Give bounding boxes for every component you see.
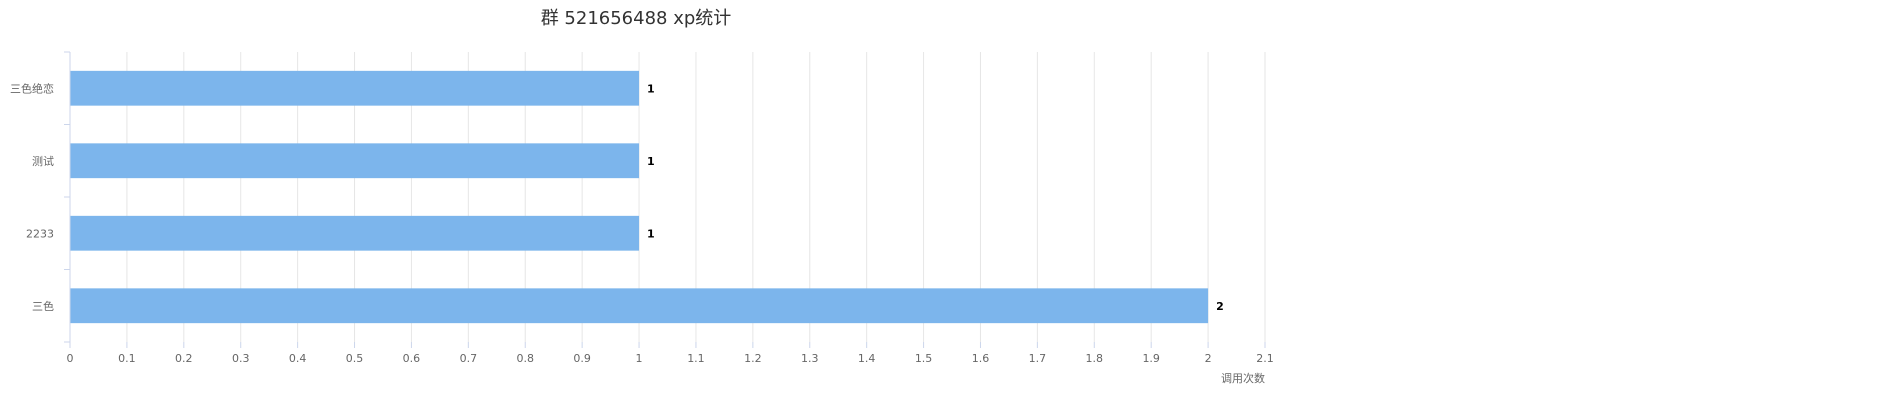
x-tick-label: 0.3 (232, 352, 250, 365)
x-axis-ticks: 0 0.1 0.2 0.3 0.4 0.5 0.6 0.7 0.8 0.9 1 1.1 1.2 1.3 1.… (67, 342, 1274, 365)
x-tick-label: 2.1 (1256, 352, 1274, 365)
x-tick-label: 0.8 (516, 352, 534, 365)
category-label: 2233 (26, 227, 54, 240)
x-tick-label: 0.1 (118, 352, 136, 365)
x-tick-label: 2 (1205, 352, 1212, 365)
x-tick-label: 1.8 (1086, 352, 1104, 365)
x-tick-label: 1.7 (1029, 352, 1047, 365)
x-tick-label: 0.6 (403, 352, 421, 365)
bar (70, 143, 640, 179)
x-tick-label: 1.6 (972, 352, 990, 365)
bar (70, 288, 1209, 324)
data-label: 1 (647, 82, 655, 95)
x-tick-label: 1.9 (1142, 352, 1160, 365)
x-tick-label: 1 (636, 352, 643, 365)
x-tick-label: 1.2 (744, 352, 762, 365)
x-tick-label: 0.5 (346, 352, 364, 365)
category-label: 三色 (32, 299, 54, 313)
x-tick-label: 0.9 (573, 352, 591, 365)
bar (70, 215, 640, 251)
x-tick-label: 1.4 (858, 352, 876, 365)
x-tick-label: 1.1 (687, 352, 705, 365)
data-labels: 1 1 1 2 (647, 82, 1224, 313)
x-tick-label: 1.3 (801, 352, 819, 365)
x-tick-label: 1.5 (915, 352, 933, 365)
data-label: 1 (647, 155, 655, 168)
bar (70, 70, 640, 106)
x-tick-label: 0 (67, 352, 74, 365)
chart-title: 群 521656488 xp统计 (541, 8, 732, 29)
x-tick-label: 0.7 (460, 352, 478, 365)
x-tick-label: 0.4 (289, 352, 307, 365)
data-label: 2 (1216, 300, 1224, 313)
x-axis-title: 调用次数 (1221, 371, 1265, 385)
x-tick-label: 0.2 (175, 352, 193, 365)
category-label: 测试 (32, 155, 54, 168)
category-label: 三色绝恋 (10, 81, 54, 95)
bars (70, 70, 1209, 324)
data-label: 1 (647, 227, 655, 240)
